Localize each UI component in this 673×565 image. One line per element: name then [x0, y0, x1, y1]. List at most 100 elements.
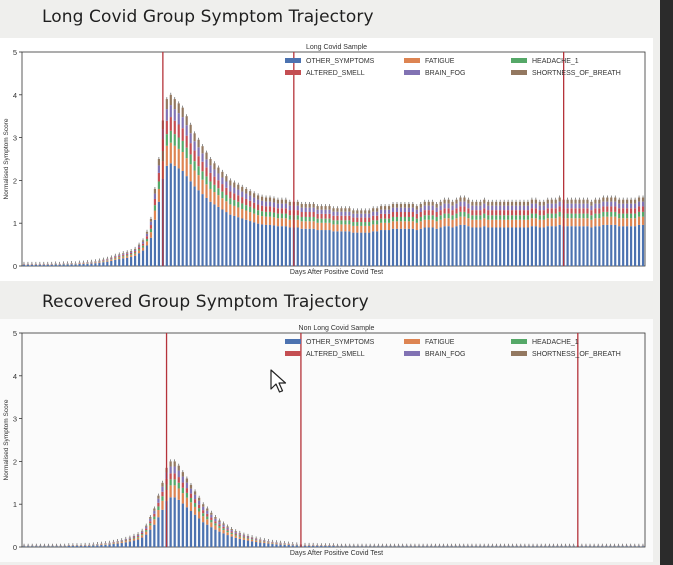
- bar-segment-shortness_of_breath: [455, 199, 458, 204]
- bar-segment-other_symptoms: [26, 264, 30, 266]
- bar-segment-brain_fog: [201, 153, 204, 162]
- bar-segment-headache_1: [201, 171, 204, 180]
- bar-segment-other_symptoms: [70, 264, 73, 266]
- bar-segment-other_symptoms: [58, 264, 61, 266]
- bar-segment-altered_smell: [491, 210, 494, 216]
- stacked-bar: [141, 238, 145, 266]
- bar-segment-fatigue: [364, 225, 367, 233]
- bar-segment-brain_fog: [238, 533, 241, 535]
- bar-segment-brain_fog: [391, 207, 395, 212]
- bar-segment-fatigue: [222, 530, 225, 534]
- bar-segment-brain_fog: [534, 203, 537, 209]
- bar-segment-brain_fog: [177, 113, 180, 125]
- bar-segment-fatigue: [447, 218, 450, 227]
- bar-segment-headache_1: [582, 213, 585, 219]
- bar-segment-other_symptoms: [617, 546, 620, 547]
- bar-segment-headache_1: [637, 211, 641, 217]
- bar-segment-shortness_of_breath: [157, 159, 160, 166]
- bar-segment-brain_fog: [137, 245, 141, 248]
- bar-segment-brain_fog: [130, 251, 133, 253]
- bar-segment-shortness_of_breath: [403, 203, 407, 208]
- stacked-bar: [377, 543, 380, 547]
- bar-segment-shortness_of_breath: [260, 196, 264, 201]
- stacked-bar: [118, 252, 121, 266]
- bar-segment-fatigue: [570, 218, 573, 227]
- bar-segment-fatigue: [197, 175, 200, 191]
- bar-segment-headache_1: [610, 211, 613, 217]
- bar-segment-altered_smell: [202, 510, 205, 514]
- bar-segment-shortness_of_breath: [157, 495, 160, 499]
- bar-segment-shortness_of_breath: [110, 257, 113, 258]
- stacked-bar: [411, 201, 414, 266]
- bar-segment-other_symptoms: [221, 209, 224, 266]
- bar-segment-fatigue: [352, 225, 355, 233]
- bar-segment-brain_fog: [169, 466, 172, 474]
- bar-segment-altered_smell: [534, 208, 537, 214]
- bar-segment-other_symptoms: [381, 546, 384, 547]
- stacked-bar: [609, 543, 612, 547]
- bar-segment-other_symptoms: [503, 546, 506, 547]
- bar-segment-brain_fog: [622, 203, 625, 209]
- bar-segment-other_symptoms: [380, 230, 383, 266]
- bar-segment-altered_smell: [443, 208, 446, 214]
- bar-segment-shortness_of_breath: [570, 199, 573, 204]
- bar-segment-other_symptoms: [451, 227, 454, 266]
- stacked-bar: [141, 528, 144, 547]
- bar-segment-headache_1: [296, 215, 299, 220]
- bar-segment-shortness_of_breath: [352, 210, 355, 214]
- bar-segment-headache_1: [259, 540, 262, 542]
- bar-segment-fatigue: [238, 536, 241, 539]
- legend-item: SHORTNESS_OF_BREATH: [511, 70, 621, 77]
- bar-segment-other_symptoms: [177, 499, 180, 547]
- bar-segment-other_symptoms: [74, 264, 77, 266]
- stacked-bar: [116, 539, 119, 547]
- bar-segment-altered_smell: [122, 254, 125, 256]
- bar-segment-other_symptoms: [46, 264, 49, 266]
- bar-segment-shortness_of_breath: [308, 203, 311, 208]
- bar-segment-altered_smell: [344, 215, 347, 221]
- stacked-bar: [74, 261, 77, 266]
- bar-segment-fatigue: [141, 535, 144, 538]
- stacked-bar: [320, 543, 323, 547]
- bar-segment-fatigue: [637, 216, 641, 225]
- bar-segment-shortness_of_breath: [209, 159, 212, 166]
- bar-segment-altered_smell: [582, 208, 585, 214]
- stacked-bar: [312, 542, 315, 547]
- bar-segment-brain_fog: [332, 211, 335, 216]
- stacked-bar: [300, 201, 303, 266]
- stacked-bar: [217, 165, 220, 266]
- stacked-bar: [427, 199, 430, 266]
- bar-segment-fatigue: [332, 224, 335, 232]
- stacked-bar: [592, 543, 596, 547]
- bar-segment-headache_1: [598, 213, 601, 219]
- bar-segment-other_symptoms: [126, 257, 129, 266]
- bar-segment-headache_1: [288, 215, 291, 220]
- stacked-bar: [268, 195, 272, 266]
- bar-segment-brain_fog: [288, 205, 291, 211]
- stacked-bar: [336, 206, 339, 266]
- bar-segment-other_symptoms: [586, 226, 589, 266]
- bar-segment-brain_fog: [439, 205, 442, 211]
- bar-segment-headache_1: [522, 215, 526, 220]
- stacked-bar: [246, 533, 250, 547]
- bar-segment-other_symptoms: [35, 546, 38, 547]
- bar-segment-altered_smell: [467, 208, 470, 214]
- bar-segment-headache_1: [395, 216, 399, 222]
- bar-segment-brain_fog: [222, 524, 225, 527]
- stacked-bar: [602, 195, 605, 266]
- bar-segment-other_symptoms: [602, 224, 605, 266]
- bar-segment-altered_smell: [209, 172, 212, 182]
- stacked-bar: [376, 206, 379, 266]
- stacked-bar: [430, 543, 433, 547]
- bar-segment-other_symptoms: [364, 232, 367, 266]
- bar-segment-headache_1: [459, 211, 462, 217]
- bar-segment-fatigue: [245, 210, 248, 220]
- bar-segment-other_symptoms: [369, 546, 372, 547]
- stacked-bar: [47, 543, 50, 547]
- x-axis-label: Days After Positive Covid Test: [290, 269, 383, 276]
- stacked-bar: [405, 543, 408, 547]
- bar-segment-altered_smell: [245, 198, 248, 206]
- stacked-bar: [35, 543, 38, 547]
- bar-segment-altered_smell: [622, 208, 625, 214]
